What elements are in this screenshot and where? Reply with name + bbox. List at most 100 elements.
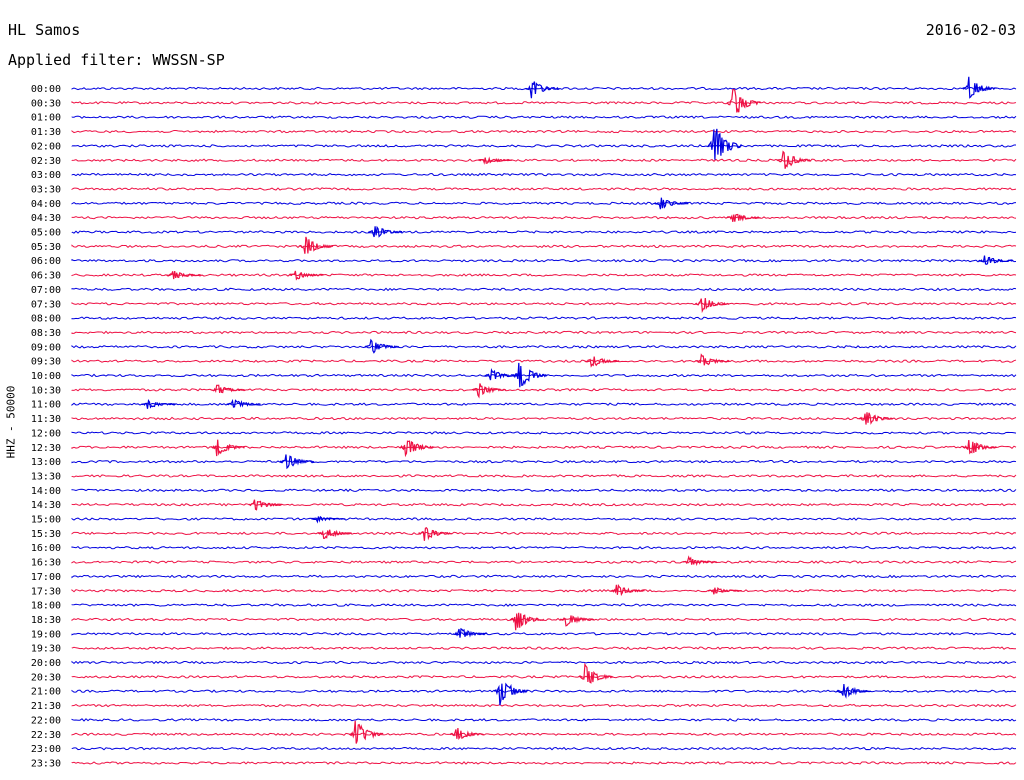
seismic-event [298,236,334,254]
trace-line [71,531,1017,536]
seismic-event [962,439,998,455]
trace-line [71,689,1017,693]
trace-line [71,86,1017,91]
seismic-event [452,627,488,638]
trace-line [71,488,1017,493]
trace-line [71,373,1017,378]
trace-line [71,144,1017,148]
row-time-label: 11:00 [31,400,61,411]
row-time-label: 22:00 [31,715,61,726]
row-time-label: 21:30 [31,701,61,712]
row-time-label: 09:00 [31,342,61,353]
seismic-event [317,529,352,539]
seismic-event [585,356,620,368]
row-time-label: 09:30 [31,357,61,368]
seismic-event [279,454,315,470]
seismic-event [836,684,872,699]
filter-label: Applied filter: WWSSN-SP [8,51,225,69]
seismic-event [367,225,403,238]
row-time-label: 04:00 [31,199,61,210]
seismic-event [726,88,762,113]
trace-line [71,129,1017,134]
row-time-label: 10:30 [31,385,61,396]
seismic-event [311,515,346,524]
row-time-label: 03:30 [31,184,61,195]
seismic-event [858,412,894,425]
seismic-event [226,398,261,408]
row-time-label: 17:30 [31,586,61,597]
row-time-label: 18:00 [31,601,61,612]
seismic-event [707,586,743,595]
row-time-label: 12:00 [31,428,61,439]
time-label-group: 00:00 00:30 01:00 01:30 02:00 02:30 03:00 03:30… [31,84,61,769]
row-time-label: 02:30 [31,156,61,167]
trace-line [71,115,1017,119]
seismic-event [449,727,484,741]
row-time-label: 15:30 [31,529,61,540]
trace-line [71,459,1017,464]
seismic-event [525,81,560,99]
seismic-event [776,150,812,169]
seismic-event [682,555,717,567]
trace-line [71,172,1017,177]
trace-line [71,359,1017,363]
trace-line [71,187,1017,191]
seismic-event [399,440,434,458]
trace-line [71,273,1017,277]
row-time-label: 19:00 [31,629,61,640]
seismic-event [471,383,507,399]
trace-line [71,431,1017,435]
trace-line [71,388,1017,392]
trace-line [71,287,1017,292]
row-time-label: 08:00 [31,314,61,325]
row-time-label: 00:30 [31,98,61,109]
seismic-event [654,197,689,210]
trace-line [71,732,1017,736]
trace-line [71,560,1017,564]
trace-line [71,574,1017,579]
seismic-event [695,353,730,366]
trace-line [71,344,1017,349]
seismic-event [978,255,1013,265]
row-time-label: 02:00 [31,141,61,152]
trace-line [71,158,1017,162]
trace-line [71,545,1017,550]
trace-line [71,761,1017,765]
row-time-label: 01:00 [31,113,61,124]
trace-line [71,215,1017,220]
trace-line [71,703,1017,708]
row-time-label: 01:30 [31,127,61,138]
row-time-label: 05:30 [31,242,61,253]
row-time-label: 14:00 [31,486,61,497]
row-time-label: 11:30 [31,414,61,425]
seismic-event [418,527,453,541]
row-time-label: 06:00 [31,256,61,267]
seismic-event [364,338,400,354]
trace-line [71,301,1017,306]
trace-line [71,201,1017,206]
trace-line [71,502,1017,507]
seismic-event [248,499,283,511]
row-time-label: 17:00 [31,572,61,583]
row-time-label: 08:30 [31,328,61,339]
row-time-label: 07:00 [31,285,61,296]
trace-line [71,517,1017,521]
row-time-label: 12:30 [31,443,61,454]
row-time-label: 20:30 [31,672,61,683]
trace-line [71,632,1017,636]
trace-line [71,230,1017,234]
row-time-label: 04:30 [31,213,61,224]
row-time-label: 16:00 [31,543,61,554]
trace-line [71,660,1017,665]
seismic-event [726,213,761,222]
row-time-label: 14:30 [31,500,61,511]
seismic-event [478,156,513,165]
row-time-label: 03:00 [31,170,61,181]
trace-line [71,101,1017,105]
trace-line [71,718,1017,722]
trace-line [71,746,1017,751]
trace-line [71,474,1017,478]
seismic-event [348,720,384,744]
trace-group [71,86,1017,765]
